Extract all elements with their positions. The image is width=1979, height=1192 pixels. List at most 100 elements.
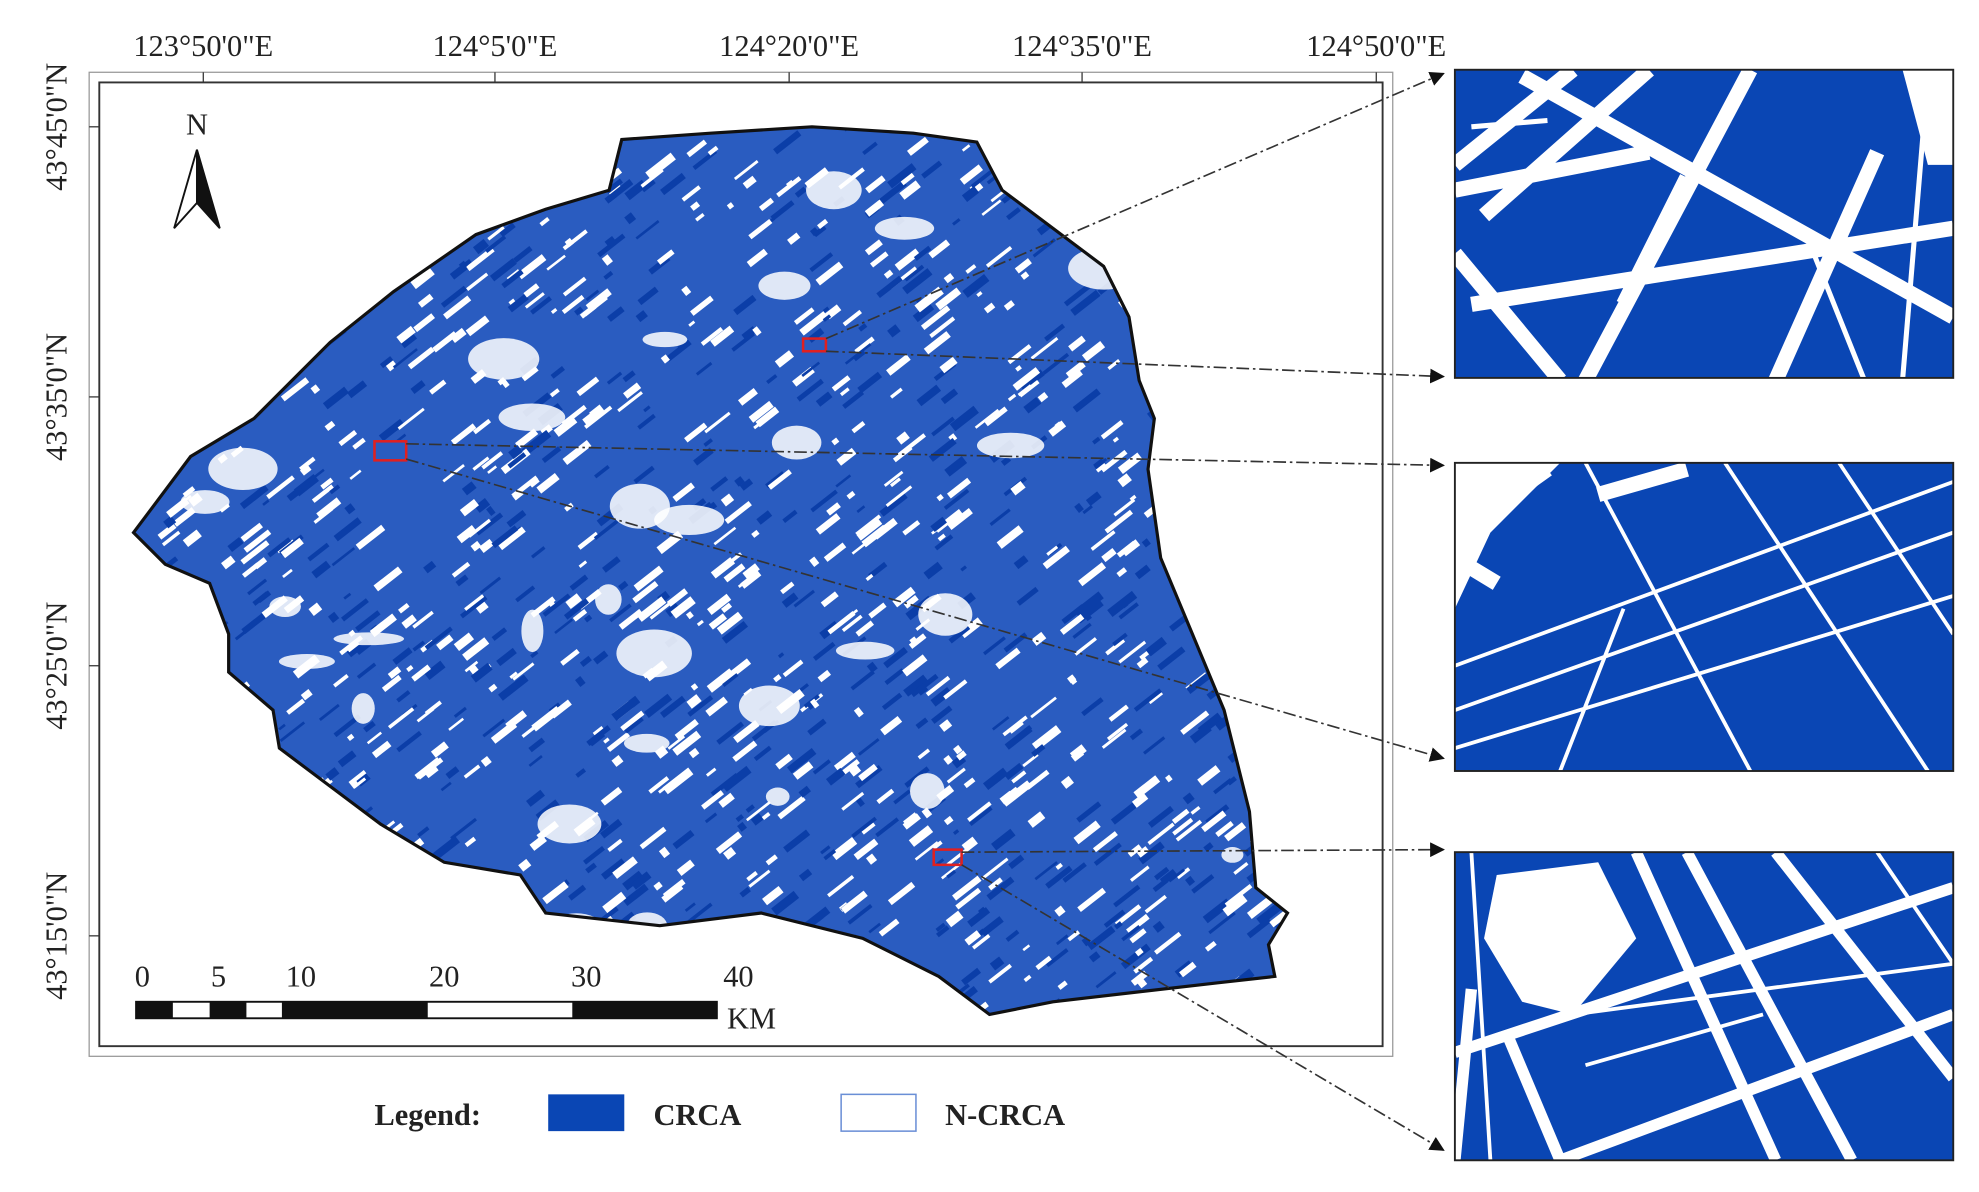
texture-patch [1003,300,1015,311]
texture-patch [878,918,900,937]
texture-patch [513,246,533,263]
texture-patch [1101,548,1117,563]
texture-patch [221,555,236,570]
texture-patch [815,513,841,535]
connector [406,443,1445,473]
texture-patch [1025,769,1050,790]
scale-label: 5 [211,960,226,994]
texture-patch [167,714,177,724]
texture-patch [739,886,751,898]
texture-patch [179,273,201,292]
texture-patch [1074,637,1097,656]
texture-patch [181,848,211,873]
texture-patch [378,418,405,442]
open-area [150,679,203,716]
texture-patch [512,662,535,681]
texture-patch [430,741,449,758]
texture-patch [312,899,330,915]
texture-patch [1037,391,1049,403]
texture-patch [256,801,276,819]
texture-patch [890,387,903,399]
texture-patch [639,826,667,850]
texture-patch [600,818,623,839]
texture-patch [883,470,904,487]
north-arrow [195,149,221,229]
texture-patch [943,754,954,765]
texture-patch [931,416,955,437]
texture-patch [576,376,600,397]
texture-patch [1147,822,1175,845]
texture-patch [1243,551,1269,573]
texture-patch [341,598,369,622]
texture-patch [201,795,216,808]
texture-patch [602,556,621,573]
texture-patch [988,877,1003,891]
texture-patch [585,862,597,874]
texture-patch [937,533,946,542]
texture-patch [410,267,435,290]
texture-patch [1262,528,1279,544]
texture-patch [1211,146,1236,167]
texture-patch [971,126,988,128]
texture-patch [733,720,760,744]
texture-patch [1069,744,1087,761]
texture-patch [274,849,301,871]
texture-patch [565,593,583,609]
texture-patch [235,864,255,882]
texture-patch [1290,728,1306,743]
texture-patch [143,823,170,846]
texture-patch [367,160,382,173]
texture-patch [165,259,192,282]
texture-patch [346,149,362,163]
texture-patch [603,270,614,280]
texture-patch [1208,1000,1229,1015]
texture-patch [1030,696,1057,719]
texture-patch [1004,725,1033,750]
texture-patch [487,225,505,241]
open-area [918,593,973,636]
texture-patch [1039,126,1061,134]
texture-patch [365,806,374,814]
texture-patch [163,515,177,529]
open-area [1221,846,1244,863]
texture-patch [248,761,265,776]
texture-patch [203,760,225,779]
texture-patch [643,405,651,413]
texture-patch [443,943,459,957]
texture-patch [155,653,186,680]
texture-patch [262,499,270,506]
texture-patch [151,312,171,331]
region-fill [133,126,1306,1015]
texture-patch [554,618,574,634]
texture-patch [1245,291,1274,316]
texture-patch [1186,590,1197,600]
texture-patch [463,764,481,779]
texture-patch [182,759,195,772]
texture-patch [561,294,585,315]
texture-patch [133,652,151,674]
open-area [765,787,790,806]
connector [405,458,1445,762]
texture-patch [529,834,547,851]
texture-patch [466,193,490,214]
texture-patch [670,596,696,619]
texture-patch [622,883,649,907]
texture-patch [1107,188,1123,203]
texture-patch [531,546,546,559]
texture-patch [490,720,518,744]
texture-patch [812,759,831,775]
texture-patch [1044,323,1066,342]
texture-patch [974,408,1000,429]
texture-patch [541,446,562,464]
texture-patch [161,650,174,661]
texture-patch [1164,552,1190,573]
texture-patch [160,872,170,881]
texture-patch [517,254,547,280]
texture-patch [996,525,1024,549]
texture-patch [1143,736,1166,755]
texture-patch [842,390,865,409]
texture-patch [1158,165,1186,189]
texture-patch [737,577,750,588]
texture-patch [562,276,587,297]
texture-patch [851,816,877,839]
